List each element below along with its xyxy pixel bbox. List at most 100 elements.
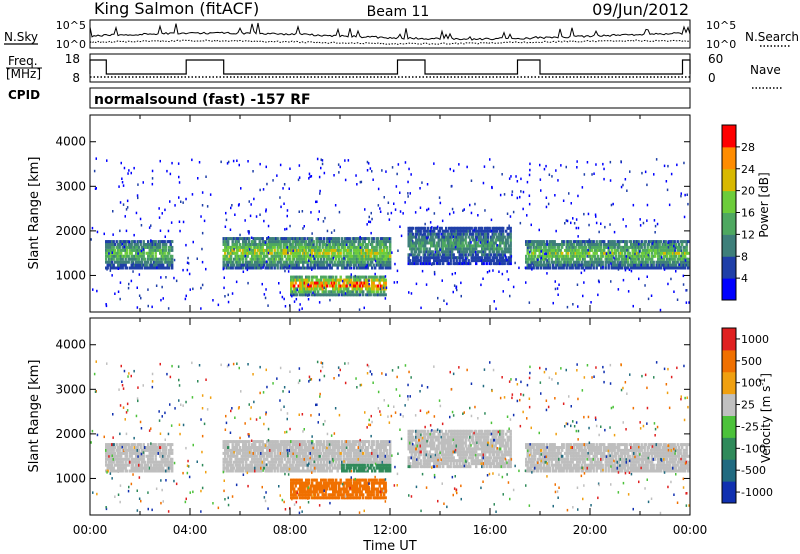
power-cell xyxy=(299,254,302,258)
power-cell xyxy=(237,263,240,267)
power-cell xyxy=(594,251,597,255)
power-cell xyxy=(345,260,348,264)
velocity-cell xyxy=(246,466,249,470)
power-speck xyxy=(227,300,230,304)
power-cell xyxy=(508,244,511,248)
power-cell xyxy=(302,293,305,297)
power-cell xyxy=(415,238,418,242)
power-cell xyxy=(484,238,487,242)
power-cell xyxy=(470,226,473,230)
power-speck xyxy=(125,208,128,211)
power-cell xyxy=(651,260,654,264)
power-cell xyxy=(162,266,165,270)
power-cell xyxy=(509,259,512,263)
velocity-cell xyxy=(154,454,157,458)
velocity-cell xyxy=(290,448,293,452)
power-cell xyxy=(559,254,562,258)
power-cell xyxy=(676,248,679,252)
power-cell xyxy=(224,248,227,252)
power-speck xyxy=(426,208,428,212)
power-speck xyxy=(557,293,559,296)
power-speck xyxy=(252,170,254,173)
velocity-cell xyxy=(133,451,136,455)
power-cell xyxy=(296,251,299,255)
power-cell xyxy=(323,257,326,261)
power-cell xyxy=(239,245,242,249)
power-cell xyxy=(300,275,303,279)
velocity-cell xyxy=(142,448,145,452)
power-cell xyxy=(500,259,503,263)
power-cell xyxy=(375,240,378,244)
power-cell xyxy=(454,238,457,242)
power-cell xyxy=(424,256,427,260)
power-cell xyxy=(365,237,368,241)
velocity-cell xyxy=(163,469,166,473)
power-cell xyxy=(338,290,341,294)
power-cell xyxy=(651,266,654,270)
power-cell xyxy=(580,240,583,244)
power-cell xyxy=(470,232,473,236)
power-cell xyxy=(625,240,628,244)
power-cell xyxy=(682,240,685,244)
power-cell xyxy=(621,266,624,270)
power-cell xyxy=(503,241,506,245)
power-cell xyxy=(422,235,425,239)
power-speck xyxy=(186,268,189,272)
power-cell xyxy=(663,257,666,261)
power-cell xyxy=(169,245,172,249)
power-cell xyxy=(634,266,637,270)
velocity-cell xyxy=(151,446,154,449)
power-speck xyxy=(279,291,281,294)
power-cell xyxy=(377,290,380,294)
power-speck xyxy=(321,159,324,162)
power-cell xyxy=(263,260,266,264)
power-cell xyxy=(442,244,445,248)
power-cell xyxy=(372,248,375,252)
velocity-cell xyxy=(145,446,148,449)
velocity-cell xyxy=(293,454,296,458)
velocity-cell xyxy=(112,454,115,458)
power-cell xyxy=(168,240,171,244)
power-cell xyxy=(628,263,631,267)
velocity-cell xyxy=(252,448,255,452)
velocity-cell xyxy=(227,454,230,458)
power-cell xyxy=(124,254,127,258)
power-cell xyxy=(481,256,484,260)
power-cell xyxy=(664,245,667,249)
power-cell xyxy=(157,240,160,244)
power-cell xyxy=(341,293,344,297)
power-cell xyxy=(281,251,284,255)
power-cell xyxy=(162,263,165,267)
cpid-label: CPID xyxy=(8,88,40,102)
power-speck xyxy=(439,248,441,252)
power-speck xyxy=(197,177,199,180)
power-cell xyxy=(449,253,452,257)
power-cell xyxy=(460,250,463,254)
power-cell xyxy=(314,260,317,264)
power-cell xyxy=(333,260,336,264)
velocity-cell xyxy=(249,469,252,473)
power-speck xyxy=(379,287,382,291)
velocity-cell xyxy=(154,469,157,473)
power-cell xyxy=(273,254,276,258)
power-cell xyxy=(329,243,332,246)
power-cell xyxy=(621,240,624,244)
power-cell xyxy=(366,278,369,282)
power-cell xyxy=(362,257,365,261)
power-speck xyxy=(668,203,671,207)
power-cell xyxy=(485,244,488,248)
power-cell xyxy=(529,260,532,264)
power-speck xyxy=(646,183,648,187)
power-cell xyxy=(421,244,424,248)
power-cell xyxy=(570,263,573,267)
power-cell xyxy=(293,254,296,258)
power-cell xyxy=(300,260,303,264)
power-cell xyxy=(341,263,344,267)
power-cell xyxy=(160,260,163,264)
velocity-cell xyxy=(112,457,115,461)
power-cell xyxy=(562,257,565,261)
power-cell xyxy=(269,237,272,241)
power-cell xyxy=(156,263,159,267)
velocity-cell xyxy=(260,451,263,455)
power-cell xyxy=(333,251,336,255)
